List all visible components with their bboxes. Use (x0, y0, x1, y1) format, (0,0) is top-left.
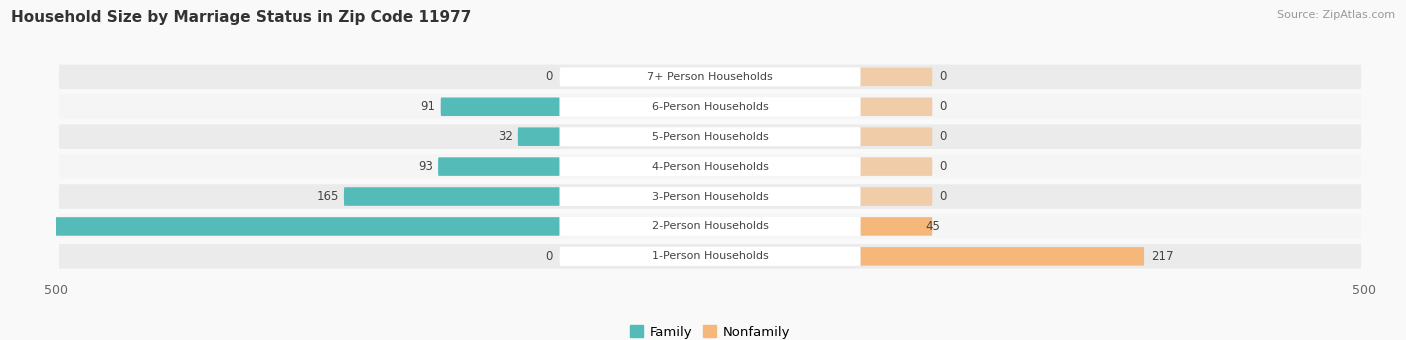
FancyBboxPatch shape (59, 65, 1361, 89)
FancyBboxPatch shape (560, 247, 860, 266)
Text: 217: 217 (1150, 250, 1173, 263)
Text: 93: 93 (418, 160, 433, 173)
FancyBboxPatch shape (860, 247, 1144, 266)
FancyBboxPatch shape (0, 217, 560, 236)
Text: 91: 91 (420, 100, 436, 113)
Text: 165: 165 (316, 190, 339, 203)
FancyBboxPatch shape (860, 128, 932, 146)
Text: 5-Person Households: 5-Person Households (651, 132, 769, 142)
Text: Source: ZipAtlas.com: Source: ZipAtlas.com (1277, 10, 1395, 20)
Text: 0: 0 (546, 250, 553, 263)
FancyBboxPatch shape (517, 128, 560, 146)
Text: Household Size by Marriage Status in Zip Code 11977: Household Size by Marriage Status in Zip… (11, 10, 471, 25)
FancyBboxPatch shape (860, 98, 932, 116)
FancyBboxPatch shape (560, 217, 860, 236)
FancyBboxPatch shape (59, 184, 1361, 209)
FancyBboxPatch shape (560, 67, 860, 86)
FancyBboxPatch shape (860, 68, 932, 86)
Text: 7+ Person Households: 7+ Person Households (647, 72, 773, 82)
FancyBboxPatch shape (560, 187, 860, 206)
Text: 0: 0 (939, 130, 946, 143)
FancyBboxPatch shape (59, 95, 1361, 119)
Text: 4-Person Households: 4-Person Households (651, 162, 769, 172)
FancyBboxPatch shape (560, 127, 860, 146)
Text: 0: 0 (546, 70, 553, 83)
FancyBboxPatch shape (860, 187, 932, 206)
Text: 2-Person Households: 2-Person Households (651, 221, 769, 232)
FancyBboxPatch shape (59, 244, 1361, 269)
FancyBboxPatch shape (59, 154, 1361, 179)
FancyBboxPatch shape (560, 97, 860, 116)
FancyBboxPatch shape (59, 124, 1361, 149)
Text: 0: 0 (939, 100, 946, 113)
FancyBboxPatch shape (440, 98, 560, 116)
Text: 6-Person Households: 6-Person Households (651, 102, 769, 112)
FancyBboxPatch shape (860, 157, 932, 176)
Text: 32: 32 (498, 130, 513, 143)
FancyBboxPatch shape (344, 187, 560, 206)
Text: 0: 0 (939, 70, 946, 83)
Text: 1-Person Households: 1-Person Households (651, 251, 769, 261)
Text: 45: 45 (925, 220, 941, 233)
FancyBboxPatch shape (59, 214, 1361, 239)
Text: 0: 0 (939, 160, 946, 173)
FancyBboxPatch shape (439, 157, 560, 176)
Text: 0: 0 (939, 190, 946, 203)
Text: 3-Person Households: 3-Person Households (651, 191, 769, 202)
Legend: Family, Nonfamily: Family, Nonfamily (624, 320, 796, 340)
FancyBboxPatch shape (860, 217, 932, 236)
FancyBboxPatch shape (560, 157, 860, 176)
